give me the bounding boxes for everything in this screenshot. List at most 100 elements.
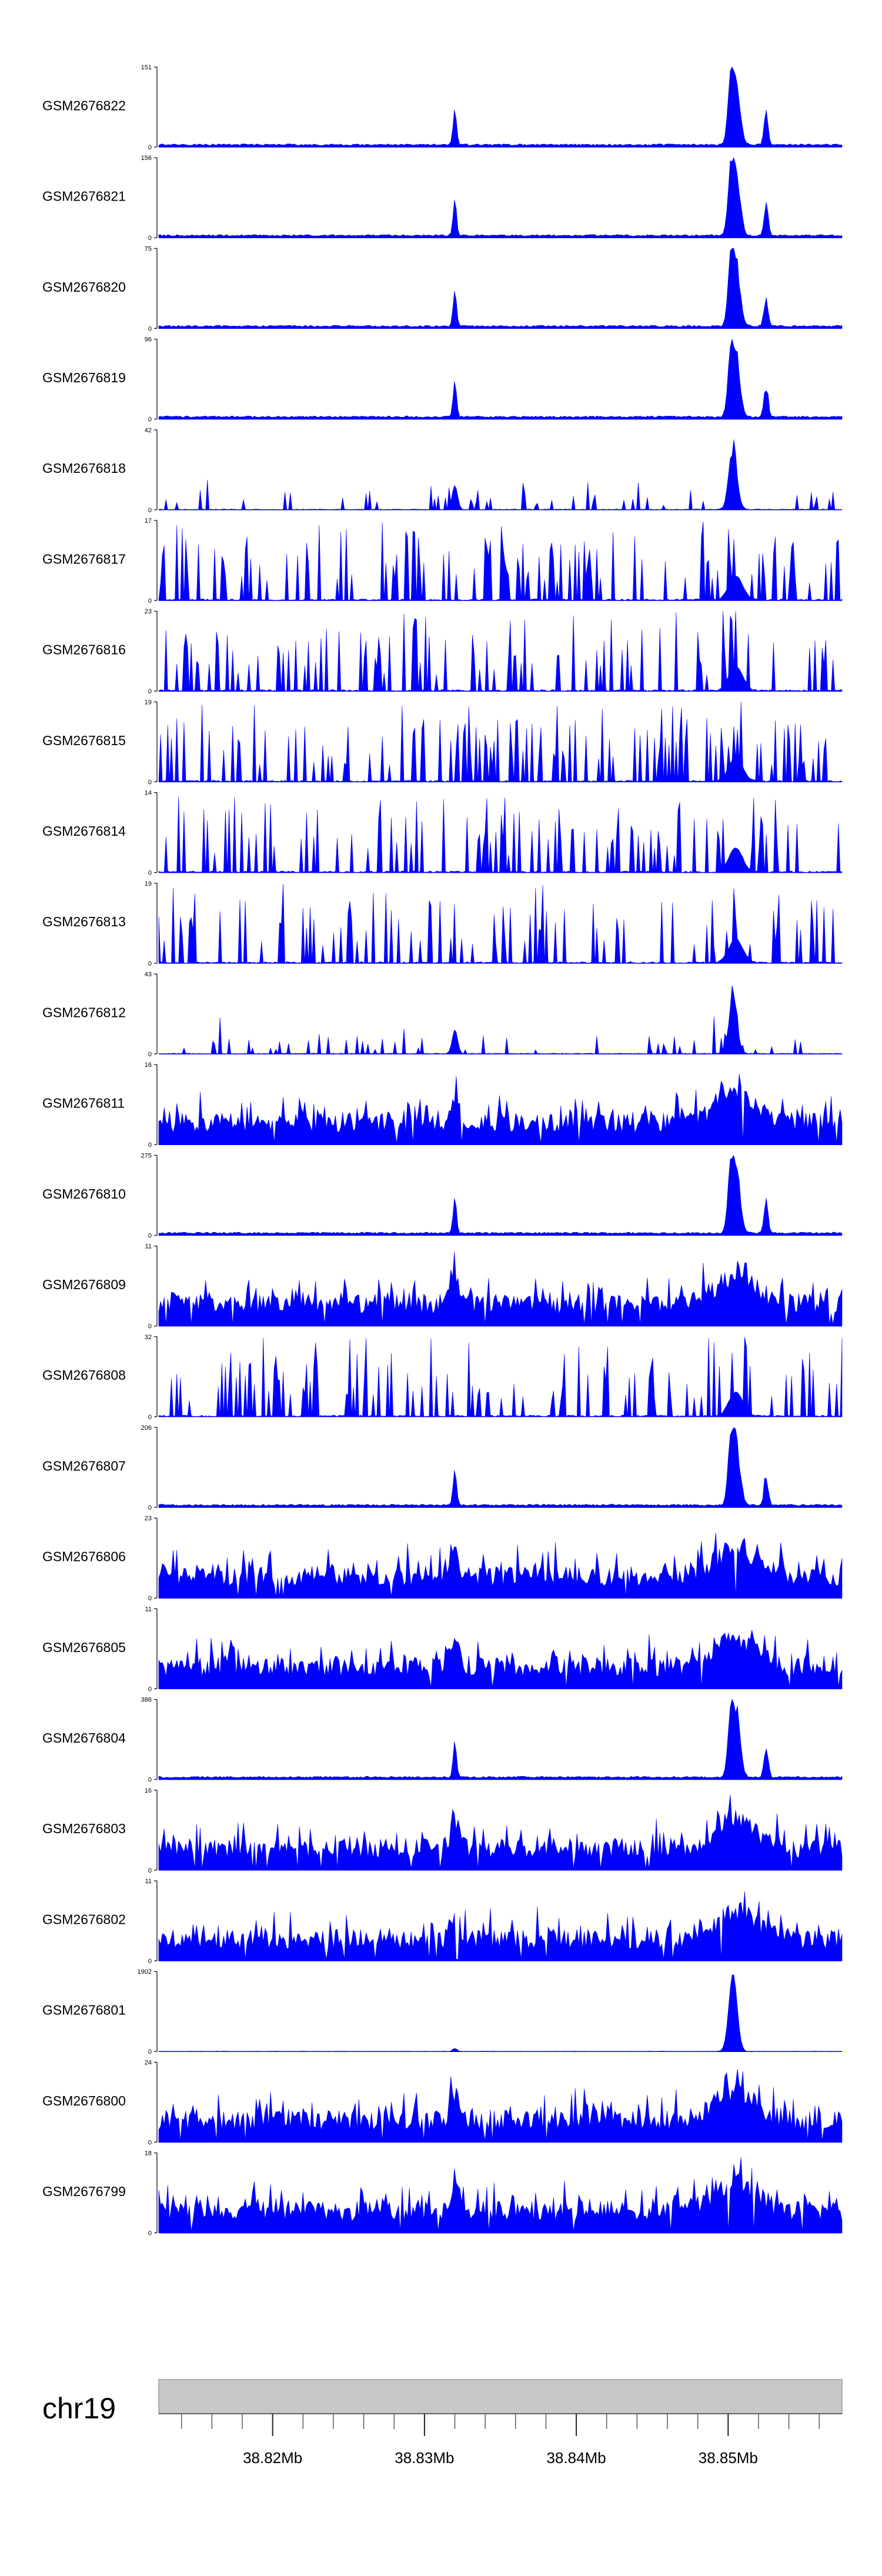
signal-area: [158, 1533, 843, 1599]
track-GSM2676817: GSM2676817 17 0: [42, 518, 843, 605]
signal-area: [158, 1891, 843, 1961]
y-min-label: 0: [148, 1051, 152, 1058]
track-label: GSM2676813: [42, 914, 126, 929]
major-tick-label: 38.85Mb: [699, 2449, 758, 2467]
track-label: GSM2676802: [42, 1911, 126, 1927]
track-GSM2676800: GSM2676800 24 0: [42, 2059, 843, 2146]
y-min-label: 0: [148, 1686, 152, 1693]
track-GSM2676812: GSM2676812 43 0: [42, 971, 843, 1058]
track-label: GSM2676804: [42, 1730, 126, 1746]
track-label: GSM2676812: [42, 1005, 126, 1020]
y-max-label: 32: [145, 1334, 152, 1341]
track-GSM2676809: GSM2676809 11 0: [42, 1243, 843, 1330]
y-max-label: 17: [145, 518, 152, 525]
signal-area: [158, 985, 843, 1055]
y-max-label: 18: [145, 2150, 152, 2157]
y-min-label: 0: [148, 1414, 152, 1421]
track-GSM2676810: GSM2676810 275 0: [42, 1152, 843, 1239]
track-label: GSM2676817: [42, 551, 126, 566]
y-max-label: 19: [145, 880, 152, 887]
signal-area: [158, 439, 843, 510]
track-GSM2676811: GSM2676811 16 0: [42, 1062, 843, 1149]
track-label: GSM2676814: [42, 823, 126, 839]
track-GSM2676821: GSM2676821 156 0: [42, 155, 843, 242]
y-max-label: 23: [145, 608, 152, 615]
y-max-label: 206: [141, 1424, 152, 1432]
y-max-label: 42: [145, 427, 152, 434]
track-GSM2676820: GSM2676820 75 0: [42, 245, 843, 332]
track-label: GSM2676800: [42, 2093, 126, 2108]
track-GSM2676814: GSM2676814 14 0: [42, 790, 843, 877]
track-label: GSM2676807: [42, 1458, 126, 1473]
y-max-label: 16: [145, 1062, 152, 1069]
y-max-label: 14: [145, 790, 152, 797]
y-min-label: 0: [148, 1595, 152, 1602]
y-min-label: 0: [148, 507, 152, 514]
y-min-label: 0: [148, 1142, 152, 1149]
track-GSM2676799: GSM2676799 18 0: [42, 2150, 843, 2237]
signal-area: [158, 521, 843, 601]
y-max-label: 156: [141, 155, 152, 162]
track-label: GSM2676806: [42, 1549, 126, 1564]
y-min-label: 0: [148, 779, 152, 786]
y-min-label: 0: [148, 2139, 152, 2146]
y-max-label: 11: [145, 1606, 152, 1613]
track-label: GSM2676821: [42, 189, 126, 204]
signal-area: [158, 2069, 843, 2143]
track-label: GSM2676818: [42, 461, 126, 476]
y-max-label: 75: [145, 245, 152, 252]
y-max-label: 275: [141, 1152, 152, 1159]
track-GSM2676806: GSM2676806 23 0: [42, 1515, 843, 1602]
y-max-label: 43: [145, 971, 152, 978]
y-min-label: 0: [148, 1958, 152, 1965]
track-GSM2676819: GSM2676819 96 0: [42, 336, 843, 423]
track-label: GSM2676811: [42, 1096, 125, 1111]
track-label: GSM2676801: [42, 2003, 126, 2018]
y-max-label: 19: [145, 699, 152, 706]
track-label: GSM2676805: [42, 1640, 126, 1655]
track-GSM2676813: GSM2676813 19 0: [42, 880, 843, 967]
y-max-label: 11: [145, 1878, 152, 1885]
track-label: GSM2676816: [42, 642, 126, 658]
genome-axis: chr19 38.82Mb 38.83Mb 38.84Mb 38.85Mb: [42, 2379, 843, 2467]
y-max-label: 11: [145, 1243, 152, 1250]
track-label: GSM2676810: [42, 1186, 126, 1202]
track-GSM2676805: GSM2676805 11 0: [42, 1606, 843, 1693]
track-label: GSM2676809: [42, 1277, 126, 1292]
y-max-label: 1902: [138, 1968, 152, 1976]
track-GSM2676816: GSM2676816 23 0: [42, 608, 843, 695]
signal-area: [158, 1074, 843, 1145]
track-label: GSM2676799: [42, 2184, 126, 2199]
track-label: GSM2676822: [42, 98, 126, 113]
y-max-label: 23: [145, 1515, 152, 1522]
major-tick-label: 38.83Mb: [395, 2449, 454, 2467]
y-max-label: 386: [141, 1697, 152, 1704]
signal-area: [158, 702, 843, 782]
y-min-label: 0: [148, 235, 152, 242]
y-min-label: 0: [148, 870, 152, 877]
y-min-label: 0: [148, 1232, 152, 1239]
signal-area: [158, 248, 843, 329]
track-GSM2676801: GSM2676801 1902 0: [42, 1968, 843, 2056]
y-min-label: 0: [148, 1867, 152, 1874]
track-label: GSM2676820: [42, 279, 126, 295]
signal-area: [158, 1427, 843, 1508]
signal-area: [158, 883, 843, 964]
track-GSM2676822: GSM2676822 151 0: [42, 64, 843, 151]
track-label: GSM2676819: [42, 370, 126, 385]
major-tick-label: 38.82Mb: [243, 2449, 302, 2467]
y-max-label: 16: [145, 1787, 152, 1794]
track-GSM2676815: GSM2676815 19 0: [42, 699, 843, 786]
signal-area: [158, 157, 843, 238]
track-GSM2676804: GSM2676804 386 0: [42, 1697, 843, 1784]
track-label: GSM2676815: [42, 733, 126, 748]
chromosome-ideogram: [158, 2379, 843, 2414]
signal-area: [158, 1252, 843, 1326]
y-min-label: 0: [148, 416, 152, 423]
y-min-label: 0: [148, 1777, 152, 1784]
y-min-label: 0: [148, 1323, 152, 1330]
track-GSM2676808: GSM2676808 32 0: [42, 1334, 843, 1421]
track-GSM2676807: GSM2676807 206 0: [42, 1424, 843, 1511]
major-tick-label: 38.84Mb: [547, 2449, 606, 2467]
